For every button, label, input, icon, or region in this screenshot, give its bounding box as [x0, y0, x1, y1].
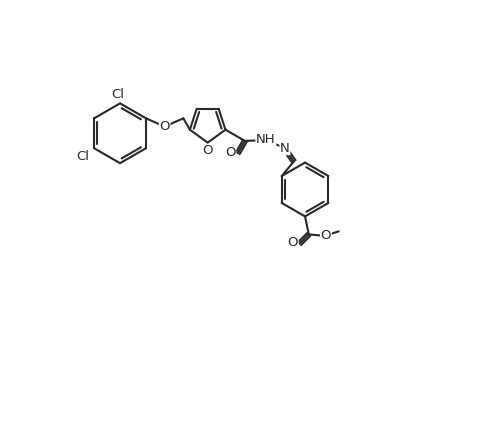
- Text: Cl: Cl: [112, 88, 125, 100]
- Text: N: N: [280, 142, 290, 155]
- Text: Cl: Cl: [76, 150, 89, 163]
- Text: NH: NH: [256, 133, 276, 146]
- Text: O: O: [288, 236, 298, 249]
- Text: O: O: [202, 144, 213, 157]
- Text: O: O: [159, 120, 170, 133]
- Text: O: O: [321, 229, 331, 242]
- Text: O: O: [225, 146, 236, 159]
